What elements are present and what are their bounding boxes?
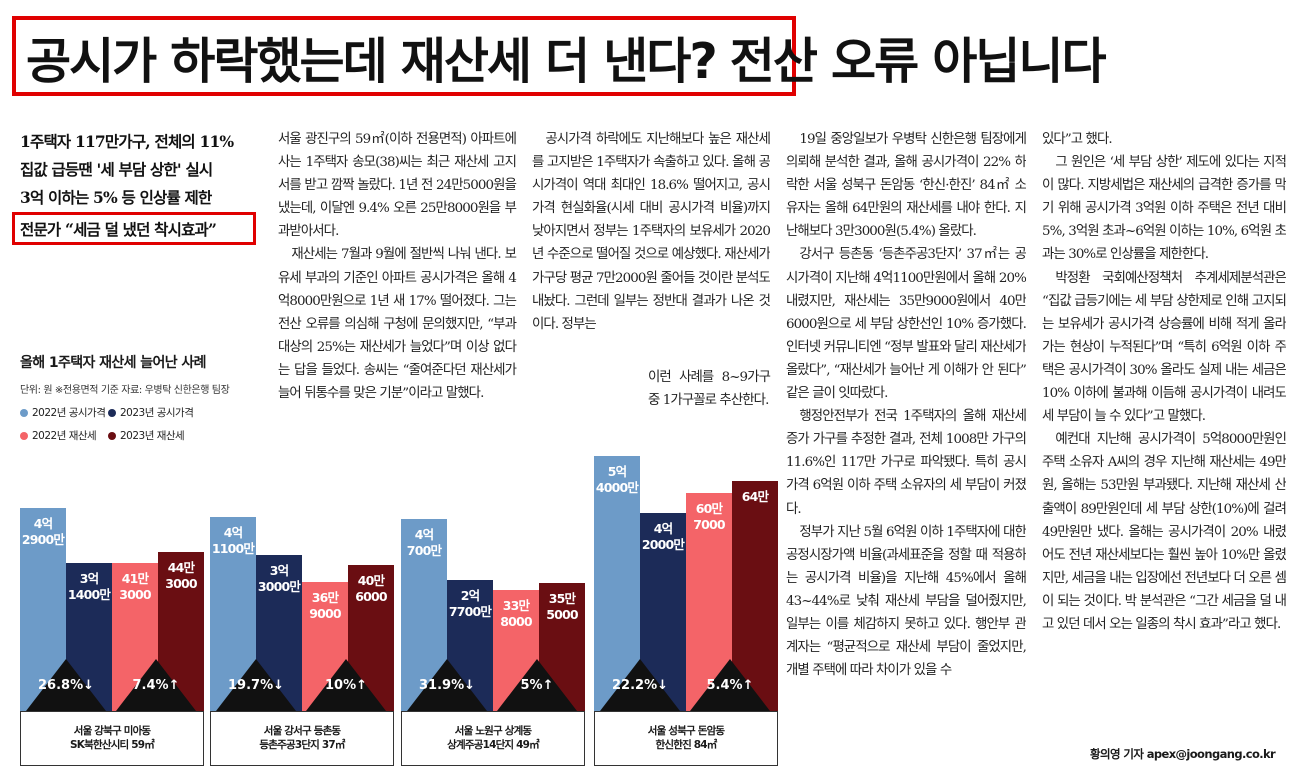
- paragraph: 이런 사례를 8~9가구 중 1가구꼴로 추산한다.: [648, 370, 771, 409]
- bar-value-label: 33만 8000: [500, 597, 532, 629]
- bar-value-label: 3억 1400만: [67, 570, 111, 602]
- price-change-triangle: [26, 659, 106, 711]
- tax-change-triangle: [497, 659, 577, 711]
- chart-category-label: 서울 강서구 등촌동 등촌주공3단지 37㎡: [210, 711, 394, 766]
- paragraph: 강서구 등촌동 ‘등촌주공3단지’ 37㎡는 공시가격이 지난해 4억1100만…: [786, 247, 1026, 402]
- legend-item-tax-2022: 2022년 재산세: [20, 428, 108, 443]
- article-column-2: 공시가격 하락에도 지난해보다 높은 재산세를 고지받은 1주택자가 속출하고 …: [532, 128, 770, 383]
- paragraph: 정부가 지난 5월 6억원 이하 1주택자에 대한 공정시장가액 비율(과세표준…: [786, 524, 1026, 679]
- article-column-3: 19일 중앙일보가 우병탁 신한은행 팀장에게 의뢰해 분석한 결과, 올해 공…: [786, 128, 1026, 764]
- legend-row-2: 2022년 재산세 2023년 재산세: [20, 428, 196, 443]
- paragraph: 그 원인은 ‘세 부담 상한’ 제도에 있다는 지적이 많다. 지방세법은 재산…: [1042, 155, 1286, 263]
- legend-label: 2022년 재산세: [32, 430, 97, 442]
- paragraph: 서울 광진구의 59㎡(이하 전용면적) 아파트에 사는 1주택자 송모(38)…: [278, 132, 517, 240]
- bar-value-label: 4억 700만: [406, 526, 442, 558]
- paragraph: 예컨대 지난해 공시가격이 5억8000만원인 주택 소유자 A씨의 경우 지난…: [1042, 432, 1286, 632]
- price-change-percent: 19.7%↓: [228, 678, 284, 693]
- paragraph: 재산세는 7월과 9월에 절반씩 나눠 낸다. 보유세 부과의 기준인 아파트 …: [278, 247, 517, 402]
- chart-category-label: 서울 노원구 상계동 상계주공14단지 49㎡: [401, 711, 585, 766]
- paragraph: 박정환 국회예산정책처 추계세제분석관은 “집값 급등기에는 세 부담 상한제로…: [1042, 270, 1286, 425]
- chart-category-label: 서울 성북구 돈암동 한신한진 84㎡: [594, 711, 778, 766]
- legend-item-pub-2022: 2022년 공시가격: [20, 405, 108, 420]
- bar-value-label: 2억 7700만: [448, 588, 492, 620]
- headline-highlight-box: [12, 16, 796, 96]
- legend-swatch: [108, 409, 116, 417]
- byline: 황의영 기자 apex@joongang.co.kr: [1090, 747, 1276, 761]
- tax-change-percent: 5%↑: [520, 678, 554, 693]
- bar-value-label: 35만 5000: [546, 591, 578, 623]
- tax-change-percent: 7.4%↑: [132, 678, 180, 693]
- subhead-highlight-box: [12, 212, 256, 245]
- legend-swatch: [20, 432, 28, 440]
- legend-label: 2023년 공시가격: [120, 407, 194, 419]
- article-column-2-tail: 이런 사례를 8~9가구 중 1가구꼴로 추산한다.: [648, 366, 771, 412]
- bar-value-label: 4억 1100만: [211, 524, 255, 556]
- chart-title: 올해 1주택자 재산세 늘어난 사례: [20, 355, 206, 371]
- chart-category-label: 서울 강북구 미아동 SK북한산시티 59㎡: [20, 711, 204, 766]
- price-change-triangle: [216, 659, 296, 711]
- chart-unit-note: 단위: 원 ※전용면적 기준 자료: 우병탁 신한은행 팀장: [20, 385, 230, 396]
- subhead-2: 집값 급등땐 '세 부담 상한' 실시: [20, 160, 213, 179]
- bar-value-label: 5억 4000만: [595, 464, 639, 495]
- legend-swatch: [20, 409, 28, 417]
- bar-value-label: 64만: [741, 489, 769, 504]
- legend-label: 2023년 재산세: [120, 430, 185, 442]
- price-change-percent: 26.8%↓: [38, 678, 94, 693]
- price-change-triangle: [600, 659, 680, 711]
- price-change-percent: 31.9%↓: [419, 678, 475, 693]
- tax-change-triangle: [116, 659, 196, 711]
- legend-swatch: [108, 432, 116, 440]
- subhead-3: 3억 이하는 5% 등 인상률 제한: [20, 188, 212, 207]
- tax-change-percent: 5.4%↑: [706, 678, 754, 693]
- bar-value-label: 36만 9000: [309, 589, 341, 621]
- tax-change-percent: 10%↑: [324, 678, 367, 693]
- headline-rest: 전산 오류 아닙니다: [729, 33, 1107, 90]
- legend-item-tax-2023: 2023년 재산세: [108, 428, 196, 443]
- tax-change-triangle: [690, 659, 770, 711]
- paragraph: 있다”고 했다.: [1042, 132, 1113, 147]
- price-change-percent: 22.2%↓: [612, 678, 668, 693]
- bar-value-label: 40만 6000: [355, 573, 387, 605]
- article-column-1: 서울 광진구의 59㎡(이하 전용면적) 아파트에 사는 1주택자 송모(38)…: [278, 128, 517, 405]
- subhead-4: 전문가 “세금 덜 냈던 착시효과”: [20, 220, 217, 239]
- bar-value-label: 4억 2000만: [641, 520, 685, 552]
- price-change-triangle: [407, 659, 487, 711]
- paragraph: 19일 중앙일보가 우병탁 신한은행 팀장에게 의뢰해 분석한 결과, 올해 공…: [786, 132, 1026, 240]
- bar-value-label: 3억 3000만: [257, 563, 301, 595]
- tax-change-triangle: [306, 659, 386, 711]
- headline-highlighted: 공시가 하락했는데 재산세 더 낸다?: [26, 33, 718, 90]
- paragraph: 행정안전부가 전국 1주택자의 올해 재산세 증가 가구를 추정한 결과, 전체…: [786, 409, 1026, 517]
- article-column-4: 있다”고 했다. 그 원인은 ‘세 부담 상한’ 제도에 있다는 지적이 많다.…: [1042, 128, 1286, 740]
- legend-label: 2022년 공시가격: [32, 407, 106, 419]
- paragraph: 공시가격 하락에도 지난해보다 높은 재산세를 고지받은 1주택자가 속출하고 …: [532, 132, 770, 332]
- headline: 공시가 하락했는데 재산세 더 낸다? 전산 오류 아닙니다: [26, 22, 1107, 93]
- bar-value-label: 60만 7000: [693, 500, 725, 532]
- bar-value-label: 41만 3000: [119, 570, 151, 602]
- subhead-1: 1주택자 117만가구, 전체의 11%: [20, 132, 234, 151]
- bar-value-label: 44만 3000: [165, 559, 197, 591]
- legend-row-1: 2022년 공시가격 2023년 공시가격: [20, 405, 196, 420]
- legend-item-pub-2023: 2023년 공시가격: [108, 405, 196, 420]
- bar-value-label: 4억 2900만: [21, 516, 65, 548]
